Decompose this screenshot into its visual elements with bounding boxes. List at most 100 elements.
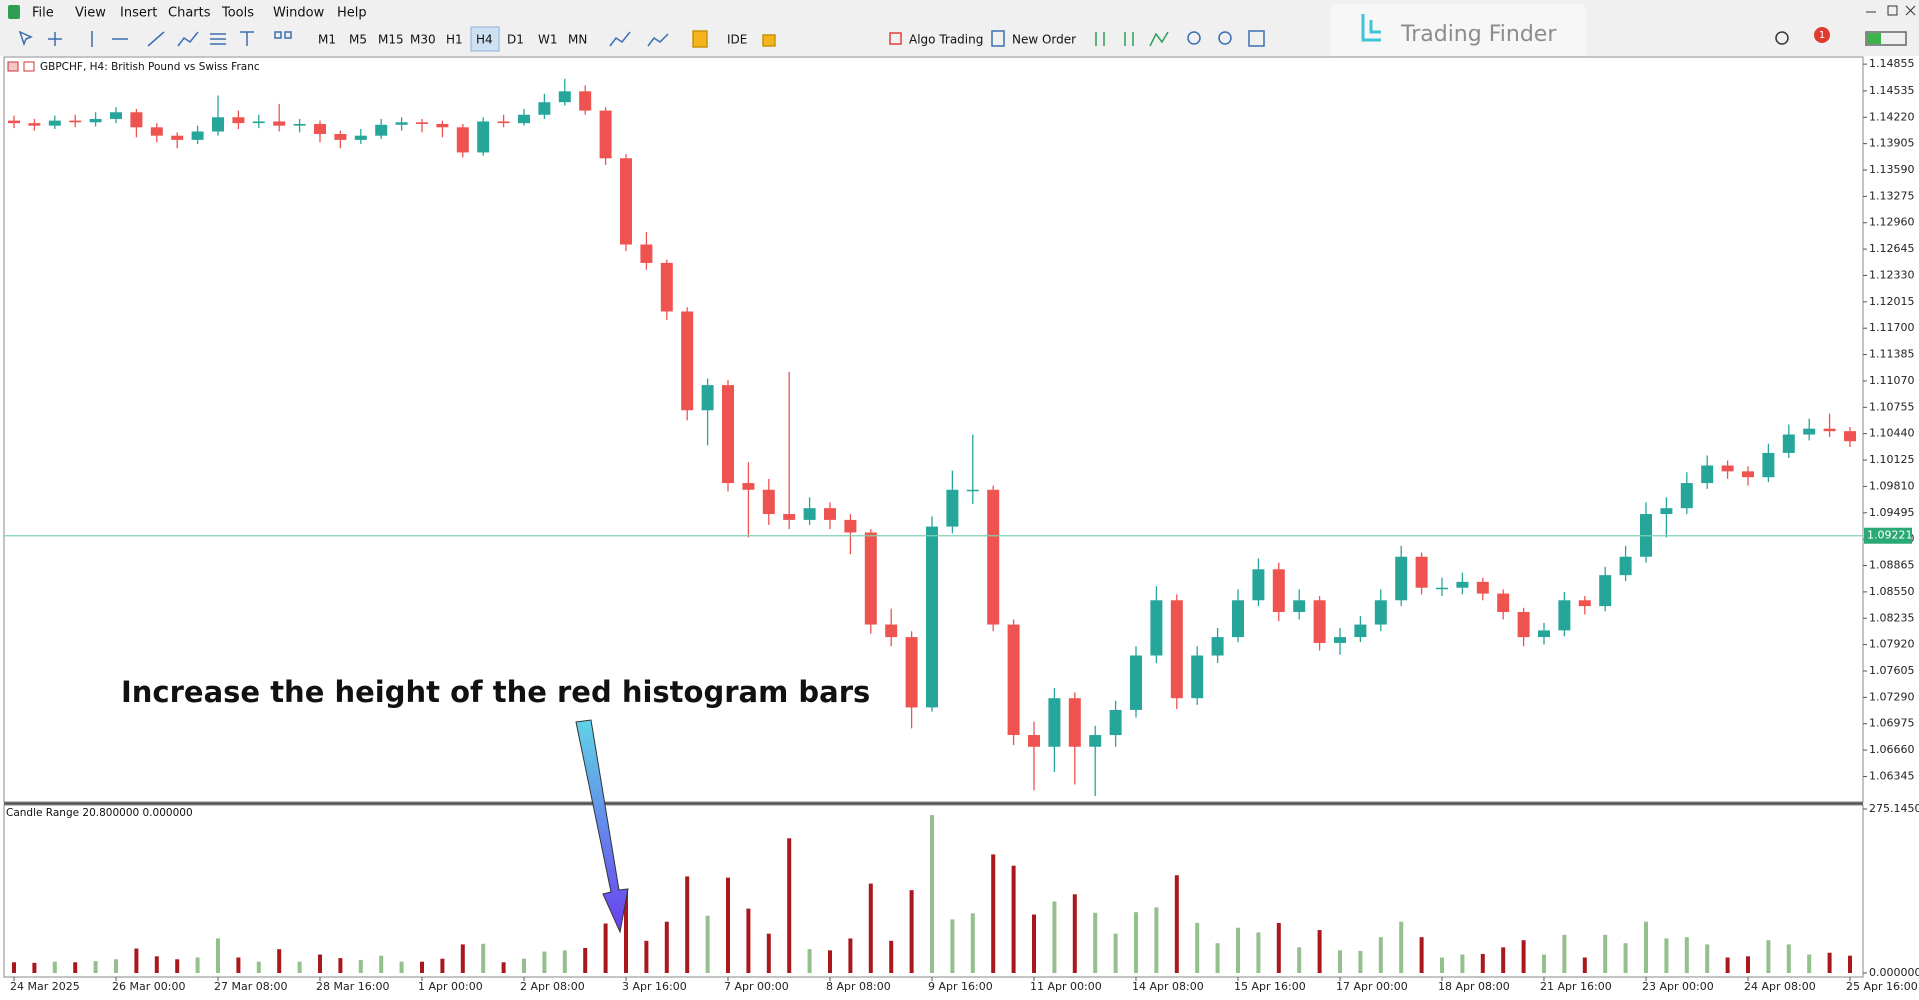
candle-body [1007, 624, 1020, 736]
timeframe-button[interactable]: MN [568, 33, 587, 47]
y-tick-label: 1.14220 [1869, 110, 1915, 123]
menu-item[interactable]: Help [337, 6, 367, 21]
histogram-bar [746, 908, 751, 973]
histogram-bar [970, 913, 975, 973]
market-button[interactable] [692, 30, 708, 48]
menu-item[interactable]: Window [273, 6, 325, 21]
candle-body [1313, 600, 1326, 643]
histogram-bar [889, 940, 894, 973]
new-order-button[interactable]: New Order [1012, 33, 1076, 47]
candle-body [1436, 587, 1448, 590]
y-tick-label: 1.14535 [1869, 84, 1915, 97]
candle-body [28, 123, 41, 126]
algo-trading-icon[interactable] [889, 32, 902, 45]
timeframe-button[interactable]: M15 [378, 33, 404, 47]
histogram-bar [930, 815, 934, 973]
histogram-bar [1399, 921, 1404, 973]
menu-item[interactable]: Charts [168, 6, 211, 21]
histogram-bar [542, 951, 547, 973]
histogram-bar [1705, 944, 1710, 973]
candle-body [620, 158, 632, 245]
search[interactable] [1775, 31, 1789, 45]
candle-body [416, 122, 428, 124]
candle-body [171, 135, 184, 140]
histogram-bar [256, 961, 261, 973]
menu-item[interactable]: Insert [120, 6, 157, 21]
y-tick-label: 1.07605 [1869, 664, 1915, 677]
logo-text: Trading Finder [1400, 22, 1557, 47]
histogram-bar [1011, 865, 1016, 973]
x-tick-label: 17 Apr 00:00 [1336, 980, 1408, 993]
y-tick-label: 1.12330 [1869, 268, 1915, 281]
drawing-tools[interactable] [91, 31, 254, 47]
candle-body [1538, 630, 1550, 638]
candle-body [497, 121, 510, 124]
crosshair-tool[interactable] [48, 32, 62, 46]
y-tick-label: 1.12645 [1869, 242, 1915, 255]
candle-body [1395, 556, 1408, 601]
current-price-box [1864, 527, 1912, 544]
chart-mode-icons[interactable] [1095, 31, 1169, 47]
candle-body [1476, 581, 1489, 594]
close[interactable] [1905, 5, 1916, 16]
timeframe-button[interactable]: H1 [446, 33, 463, 47]
candle-body [1211, 637, 1224, 656]
histogram-bar [603, 923, 608, 973]
new-order-icon[interactable] [991, 30, 1005, 47]
x-tick-label: 25 Apr 16:00 [1846, 980, 1918, 993]
x-tick-label: 1 Apr 00:00 [418, 980, 483, 993]
candle-body [232, 117, 245, 124]
chart-type[interactable] [609, 31, 669, 47]
lock-icon[interactable] [762, 34, 776, 47]
histogram-bar [114, 959, 118, 973]
candle-body [1130, 655, 1142, 710]
ide-button[interactable]: IDE [727, 33, 747, 47]
candle-body [1844, 431, 1856, 442]
timeframe-button[interactable]: M30 [410, 33, 436, 47]
y-tick-label: 1.14855 [1869, 57, 1915, 70]
menu-item[interactable]: View [75, 6, 106, 21]
candle-body [1170, 600, 1183, 699]
x-tick-label: 18 Apr 08:00 [1438, 980, 1510, 993]
menu-item[interactable]: Tools [221, 6, 254, 21]
histogram-bar [1256, 932, 1261, 973]
timeframe-button[interactable]: D1 [507, 33, 524, 47]
zoom-out[interactable] [1218, 31, 1232, 45]
timeframe-button[interactable]: H4 [476, 33, 493, 47]
candle-body [314, 123, 326, 135]
grid-toggle[interactable] [1248, 30, 1265, 47]
shapes-tool[interactable] [274, 31, 282, 39]
timeframe-button[interactable]: W1 [538, 33, 558, 47]
x-tick-label: 28 Mar 16:00 [316, 980, 389, 993]
zoom-in[interactable] [1187, 31, 1201, 45]
restore[interactable] [1887, 5, 1898, 16]
cursor-tool[interactable] [18, 30, 33, 47]
candle-body [1456, 581, 1469, 588]
y-tick-label: 1.12960 [1869, 216, 1915, 229]
x-tick-label: 7 Apr 00:00 [724, 980, 789, 993]
histogram-bar [991, 854, 996, 973]
menu-item[interactable]: File [32, 6, 54, 21]
candle-body [1803, 428, 1816, 435]
candle-body [1293, 600, 1306, 612]
timeframe-button[interactable]: M5 [349, 33, 367, 47]
candle-body [1334, 637, 1346, 643]
candle-body [966, 489, 979, 492]
candle-body [1272, 569, 1285, 612]
algo-trading-button[interactable]: Algo Trading [909, 33, 983, 47]
candle-body [1701, 465, 1714, 484]
histogram-bar [1807, 954, 1812, 973]
candle-body [742, 483, 755, 490]
candle-body [987, 489, 1000, 625]
candle-body [660, 262, 673, 312]
histogram-bar [154, 956, 159, 973]
histogram-bar [1378, 937, 1383, 973]
timeframe-button[interactable]: M1 [318, 33, 336, 47]
histogram-bar [1276, 922, 1281, 973]
candle-body [110, 112, 122, 119]
x-tick-label: 24 Apr 08:00 [1744, 980, 1816, 993]
y-tick-label: 1.10755 [1869, 400, 1915, 413]
candle-body [1680, 483, 1693, 509]
